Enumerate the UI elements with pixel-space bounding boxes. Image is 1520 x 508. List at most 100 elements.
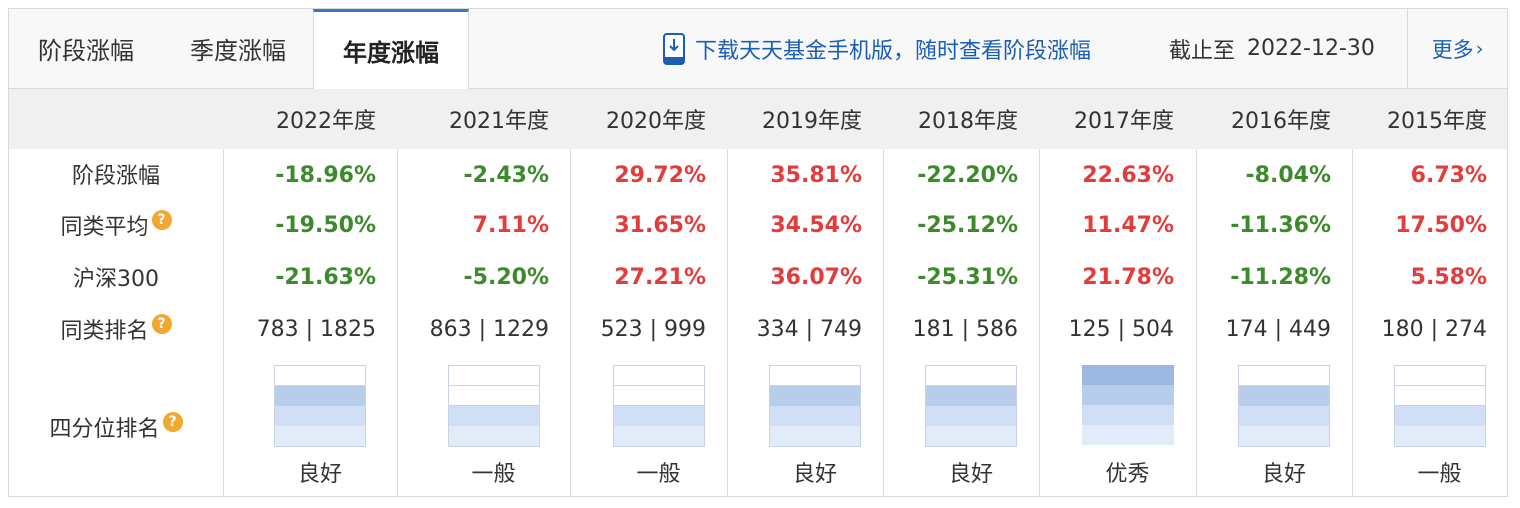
quartile-segment	[1239, 366, 1329, 386]
row-label-text: 阶段涨幅	[71, 164, 160, 189]
quartile-bar	[612, 365, 705, 447]
quartile-bar	[925, 365, 1017, 447]
quartile-segment	[613, 406, 704, 426]
tab-bar: 阶段涨幅 季度涨幅 年度涨幅 下载天天基金手机版，随时查看阶段涨幅 截止至 20…	[9, 9, 1507, 89]
quartile-segment	[275, 366, 365, 386]
quartile-segment	[1394, 386, 1485, 406]
cutoff-label: 截止至	[1169, 38, 1236, 64]
quartile-label: 一般	[1417, 462, 1462, 487]
stage-value: 29.72%	[614, 162, 706, 188]
hs300-value: -5.20%	[463, 264, 549, 290]
quartile-bar	[274, 365, 366, 447]
stage-value: 22.63%	[1082, 162, 1174, 188]
hs300-value: 21.78%	[1082, 264, 1174, 290]
quartile-label: 良好	[1261, 462, 1306, 487]
question-icon[interactable]: ?	[151, 314, 172, 334]
quartile-label: 良好	[297, 462, 342, 487]
row-label-peer-rank: 同类排名?	[9, 303, 223, 355]
more-link[interactable]: 更多 ›	[1407, 9, 1507, 88]
quartile-segment	[770, 426, 860, 446]
quartile-bar	[769, 365, 861, 447]
quartile-label: 一般	[636, 462, 681, 487]
cutoff-date: 截止至 2022-12-30	[1169, 9, 1375, 88]
row-label-text: 沪深300	[73, 267, 159, 292]
row-label-stage: 阶段涨幅	[9, 149, 223, 199]
quartile-label: 一般	[471, 462, 516, 487]
stage-value: 35.81%	[770, 162, 862, 188]
quartile-segment	[1239, 386, 1329, 406]
peer-rank-value: 334 | 749	[756, 316, 862, 342]
row-label-hs300: 沪深300	[9, 251, 223, 303]
quartile-segment	[1394, 426, 1485, 446]
year-header: 2018年度	[918, 109, 1018, 134]
phone-download-icon	[663, 32, 685, 65]
hs300-value: 36.07%	[770, 264, 862, 290]
quartile-segment	[1239, 426, 1329, 446]
quartile-label: 优秀	[1105, 462, 1150, 487]
row-label-text: 同类排名	[60, 319, 149, 344]
quartile-bar	[1081, 365, 1174, 447]
hs300-value: 27.21%	[614, 264, 706, 290]
peer-avg-value: -25.12%	[917, 212, 1018, 238]
tab-annual-returns[interactable]: 年度涨幅	[313, 9, 469, 89]
quartile-segment	[275, 406, 365, 426]
stage-value: -22.20%	[917, 162, 1018, 188]
quartile-label: 良好	[948, 462, 993, 487]
quartile-segment	[613, 366, 704, 386]
quartile-segment	[926, 426, 1016, 446]
row-label-text: 同类平均	[60, 215, 149, 240]
peer-avg-value: -11.36%	[1230, 212, 1331, 238]
hs300-value: -11.28%	[1230, 264, 1331, 290]
column-divider	[1352, 149, 1353, 496]
year-header-row: 2022年度 2021年度 2020年度 2019年度 2018年度 2017年度 2016…	[9, 89, 1507, 149]
hs300-value: 5.58%	[1410, 264, 1487, 290]
quartile-segment	[613, 426, 704, 446]
row-label-quartile: 四分位排名?	[9, 355, 223, 496]
peer-avg-value: 11.47%	[1082, 212, 1174, 238]
quartile-segment	[613, 386, 704, 406]
quartile-segment	[770, 366, 860, 386]
cutoff-date-value: 2022-12-30	[1247, 36, 1375, 61]
download-app-text: 下载天天基金手机版，随时查看阶段涨幅	[695, 38, 1092, 64]
peer-rank-value: 523 | 999	[600, 316, 706, 342]
quartile-segment	[448, 406, 539, 426]
tab-stage-returns[interactable]: 阶段涨幅	[38, 37, 134, 65]
tab-quarterly-returns[interactable]: 季度涨幅	[190, 37, 286, 65]
quartile-segment	[926, 386, 1016, 406]
year-header: 2015年度	[1387, 109, 1487, 134]
peer-rank-value: 125 | 504	[1068, 316, 1174, 342]
question-icon[interactable]: ?	[151, 210, 172, 230]
quartile-bar	[447, 365, 540, 447]
quartile-segment	[770, 406, 860, 426]
peer-avg-value: 7.11%	[472, 212, 549, 238]
year-header: 2020年度	[606, 109, 706, 134]
quartile-segment	[1239, 406, 1329, 426]
question-icon[interactable]: ?	[162, 411, 183, 432]
year-header: 2022年度	[276, 109, 376, 134]
column-divider	[1196, 149, 1197, 496]
year-header: 2016年度	[1231, 109, 1331, 134]
quartile-segment	[1081, 425, 1174, 445]
quartile-segment	[1394, 406, 1485, 426]
peer-avg-value: 34.54%	[770, 212, 862, 238]
quartile-bar	[1238, 365, 1330, 447]
column-divider	[1039, 149, 1040, 496]
quartile-segment	[275, 426, 365, 446]
peer-rank-value: 174 | 449	[1225, 316, 1331, 342]
row-label-text: 四分位排名	[49, 416, 160, 442]
hs300-value: -25.31%	[917, 264, 1018, 290]
quartile-bar	[1393, 365, 1486, 447]
stage-value: -2.43%	[463, 162, 549, 188]
quartile-segment	[275, 386, 365, 406]
quartile-segment	[448, 366, 539, 386]
quartile-label: 良好	[792, 462, 837, 487]
peer-rank-value: 180 | 274	[1381, 316, 1487, 342]
download-app-link[interactable]: 下载天天基金手机版，随时查看阶段涨幅	[663, 9, 1091, 88]
quartile-segment	[770, 386, 860, 406]
year-header: 2017年度	[1074, 109, 1174, 134]
column-divider	[570, 149, 571, 496]
hs300-value: -21.63%	[275, 264, 376, 290]
quartile-segment	[1081, 405, 1174, 425]
peer-rank-value: 783 | 1825	[256, 316, 376, 342]
column-divider	[883, 149, 884, 496]
